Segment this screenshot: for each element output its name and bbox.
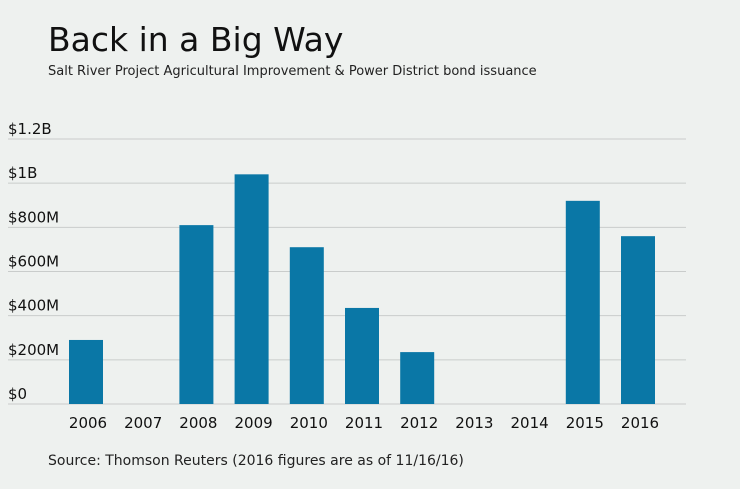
x-tick-label: 2007 [124,414,162,432]
x-tick-label: 2011 [345,414,383,432]
x-tick-label: 2010 [290,414,328,432]
x-tick-label: 2016 [621,414,659,432]
x-tick-label: 2014 [511,414,549,432]
x-tick-label: 2006 [69,414,107,432]
bar-2016 [621,236,655,404]
y-tick-label: $0 [8,385,27,403]
bar-2008 [179,225,214,404]
bar-2012 [400,352,435,404]
x-tick-label: 2015 [566,414,604,432]
bar-2010 [289,247,324,404]
bar-2011 [345,307,379,404]
chart-title: Back in a Big Way [48,20,344,59]
chart-source: Source: Thomson Reuters (2016 figures ar… [48,453,464,469]
bar-2009 [234,174,269,404]
y-tick-label: $800M [8,208,59,226]
x-tick-label: 2012 [400,414,438,432]
x-tick-label: 2008 [179,414,217,432]
y-tick-label: $600M [8,253,59,271]
bar-2006 [69,339,103,404]
y-tick-label: $400M [8,297,59,315]
x-tick-label: 2009 [235,414,273,432]
x-tick-label: 2013 [455,414,493,432]
y-tick-label: $1B [8,164,37,182]
y-tick-label: $200M [8,341,59,359]
chart-subtitle: Salt River Project Agricultural Improvem… [48,64,537,79]
y-tick-label: $1.2B [8,120,52,138]
bar-2015 [565,200,600,404]
